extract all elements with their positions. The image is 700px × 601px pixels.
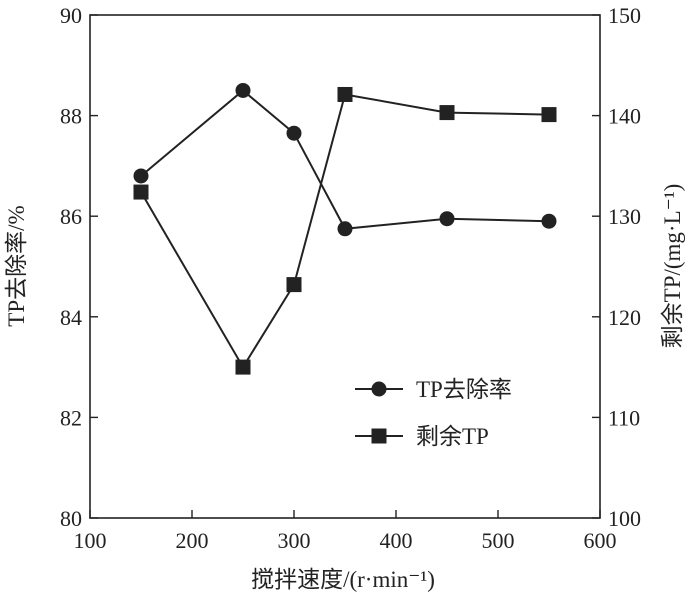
series-line-residual-tp xyxy=(140,93,550,370)
right-y-tick-label: 130 xyxy=(608,204,641,229)
data-point-removal-rate xyxy=(286,125,302,141)
data-point-removal-rate xyxy=(133,168,149,184)
series-layer xyxy=(133,82,557,375)
legend-marker-square xyxy=(371,428,387,444)
left-y-tick-label: 84 xyxy=(60,305,82,330)
data-point-residual-tp xyxy=(337,86,353,102)
data-point-residual-tp xyxy=(286,277,302,293)
x-axis: 100 200 300 400 500 600 xyxy=(74,510,617,553)
right-y-tick-label: 100 xyxy=(608,506,641,531)
legend-marker-circle xyxy=(371,381,387,397)
x-tick-label: 500 xyxy=(482,528,515,553)
left-y-tick-label: 80 xyxy=(60,506,82,531)
right-y-tick-label: 110 xyxy=(608,405,640,430)
x-tick-label: 100 xyxy=(74,528,107,553)
left-y-tick-label: 86 xyxy=(60,204,82,229)
data-point-residual-tp xyxy=(541,107,557,123)
plot-frame xyxy=(89,14,601,519)
data-point-removal-rate xyxy=(235,82,251,98)
right-y-tick-label: 120 xyxy=(608,305,641,330)
x-axis-title: 搅拌速度/(r·min⁻¹) xyxy=(251,567,435,592)
data-point-residual-tp xyxy=(133,184,149,200)
data-point-residual-tp xyxy=(439,105,455,121)
left-y-axis: 80 82 84 86 88 90 xyxy=(60,3,98,531)
left-y-axis-title: TP去除率/% xyxy=(4,205,29,326)
right-y-axis-title: 剩余TP/(mg·L⁻¹) xyxy=(660,184,685,349)
x-tick-label: 300 xyxy=(278,528,311,553)
left-y-tick-label: 88 xyxy=(60,104,82,129)
x-tick-label: 600 xyxy=(584,528,617,553)
legend-label-removal-rate: TP去除率 xyxy=(416,377,512,402)
series-line-removal-rate xyxy=(140,89,550,230)
left-y-tick-label: 90 xyxy=(60,3,82,28)
x-tick-label: 400 xyxy=(380,528,413,553)
right-y-tick-label: 140 xyxy=(608,104,641,129)
x-tick-label: 200 xyxy=(176,528,209,553)
left-y-tick-label: 82 xyxy=(60,405,82,430)
right-y-tick-label: 150 xyxy=(608,3,641,28)
legend-label-residual-tp: 剩余TP xyxy=(416,424,489,449)
right-y-axis: 100 110 120 130 140 150 xyxy=(592,3,641,531)
plot-border xyxy=(89,14,601,519)
data-point-removal-rate xyxy=(439,211,455,227)
data-point-residual-tp xyxy=(235,359,251,375)
data-point-removal-rate xyxy=(541,213,557,229)
data-point-removal-rate xyxy=(337,221,353,237)
legend: TP去除率 剩余TP xyxy=(355,377,512,449)
